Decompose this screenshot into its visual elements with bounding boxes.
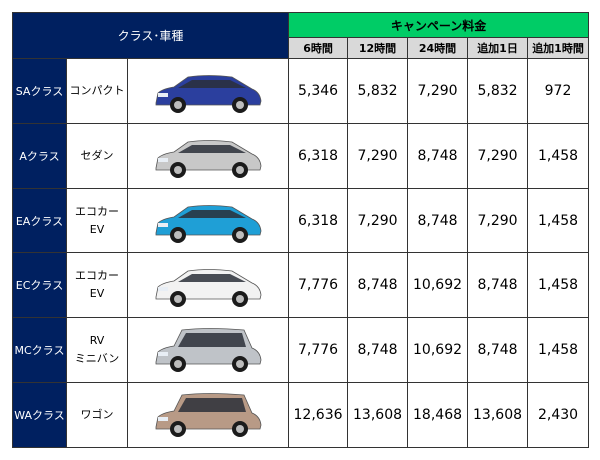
car-image-cell (126, 187, 290, 254)
col-header-extra-day: 追加1日 (467, 37, 529, 59)
car-type-line: EV (89, 287, 105, 301)
price-extra-day: 7,290 (467, 122, 529, 189)
car-type: RV ミニバン (66, 317, 128, 384)
car-type-line: コンパクト (69, 83, 125, 97)
price-12h: 7,290 (347, 187, 409, 254)
car-type: セダン (66, 122, 128, 189)
col-header-12h: 12時間 (347, 37, 409, 59)
car-type-line: エコカー (75, 269, 119, 283)
price-extra-day: 8,748 (467, 252, 529, 319)
col-header-24h: 24時間 (407, 37, 469, 59)
price-24h: 8,748 (407, 122, 469, 189)
car-type-line: ワゴン (80, 408, 114, 422)
price-extra-day: 8,748 (467, 317, 529, 384)
car-type-line: RV (89, 334, 105, 348)
car-image-cell (126, 122, 290, 189)
class-name: WAクラス (12, 382, 67, 448)
price-6h: 12,636 (288, 382, 349, 448)
price-24h: 7,290 (407, 58, 469, 124)
class-name: Aクラス (12, 122, 67, 189)
car-type-line: エコカー (75, 204, 119, 218)
class-name: EAクラス (12, 187, 67, 254)
table-row: WAクラス ワゴン 12,636 13,608 18,468 13,608 2,430 (12, 382, 590, 448)
price-6h: 6,318 (288, 187, 349, 254)
price-table: クラス･車種 キャンペーン料金 6時間 12時間 24時間 追加1日 追加1時間… (11, 12, 590, 448)
price-extra-hour: 1,458 (527, 317, 590, 384)
car-type: ワゴン (66, 382, 128, 448)
wagon-car-image (155, 393, 262, 438)
col-header-extra-hour: 追加1時間 (527, 37, 590, 59)
col-header-6h: 6時間 (288, 37, 349, 59)
car-type-line: ミニバン (74, 352, 120, 366)
car-type-line: EV (89, 222, 105, 236)
eco-car-image (155, 204, 262, 243)
price-6h: 5,346 (288, 58, 349, 124)
price-24h: 10,692 (407, 252, 469, 319)
price-extra-hour: 1,458 (527, 122, 590, 189)
price-12h: 5,832 (347, 58, 409, 124)
price-extra-hour: 1,458 (527, 252, 590, 319)
price-6h: 6,318 (288, 122, 349, 189)
class-name: MCクラス (12, 317, 67, 384)
price-12h: 8,748 (347, 252, 409, 319)
price-12h: 8,748 (347, 317, 409, 384)
car-type: エコカー EV (66, 252, 128, 319)
price-extra-day: 5,832 (467, 58, 529, 124)
car-image-cell (126, 252, 290, 319)
minivan-car-image (155, 328, 262, 373)
car-image-cell (126, 317, 290, 384)
table-row: MCクラス RV ミニバン 7,776 8,748 10,692 8,748 1,458 (12, 317, 590, 384)
price-12h: 13,608 (347, 382, 409, 448)
price-24h: 10,692 (407, 317, 469, 384)
price-12h: 7,290 (347, 122, 409, 189)
table-row: SAクラス コンパクト 5,346 5,832 7,290 5,832 972 (12, 58, 590, 124)
price-extra-hour: 2,430 (527, 382, 590, 448)
table-row: EAクラス エコカー EV 6,318 7,290 8,748 7,290 1,458 (12, 187, 590, 254)
sedan-car-image (155, 139, 262, 178)
price-extra-hour: 972 (527, 58, 590, 124)
price-extra-day: 7,290 (467, 187, 529, 254)
class-type-header: クラス･車種 (11, 12, 290, 59)
price-24h: 8,748 (407, 187, 469, 254)
class-name: SAクラス (12, 58, 67, 124)
price-24h: 18,468 (407, 382, 469, 448)
table-row: Aクラス セダン 6,318 7,290 8,748 7,290 1,458 (12, 122, 590, 189)
car-type: エコカー EV (66, 187, 128, 254)
compact-car-image (155, 75, 262, 113)
car-type: コンパクト (66, 58, 128, 124)
car-type-line: セダン (80, 148, 114, 162)
class-name: ECクラス (12, 252, 67, 319)
price-6h: 7,776 (288, 317, 349, 384)
car-image-cell (126, 58, 290, 124)
price-extra-day: 13,608 (467, 382, 529, 448)
table-row: ECクラス エコカー EV 7,776 8,748 10,692 8,748 1,458 (12, 252, 590, 319)
price-6h: 7,776 (288, 252, 349, 319)
campaign-header: キャンペーン料金 (288, 12, 590, 38)
car-image-cell (126, 382, 290, 448)
price-extra-hour: 1,458 (527, 187, 590, 254)
prius-car-image (155, 269, 262, 308)
